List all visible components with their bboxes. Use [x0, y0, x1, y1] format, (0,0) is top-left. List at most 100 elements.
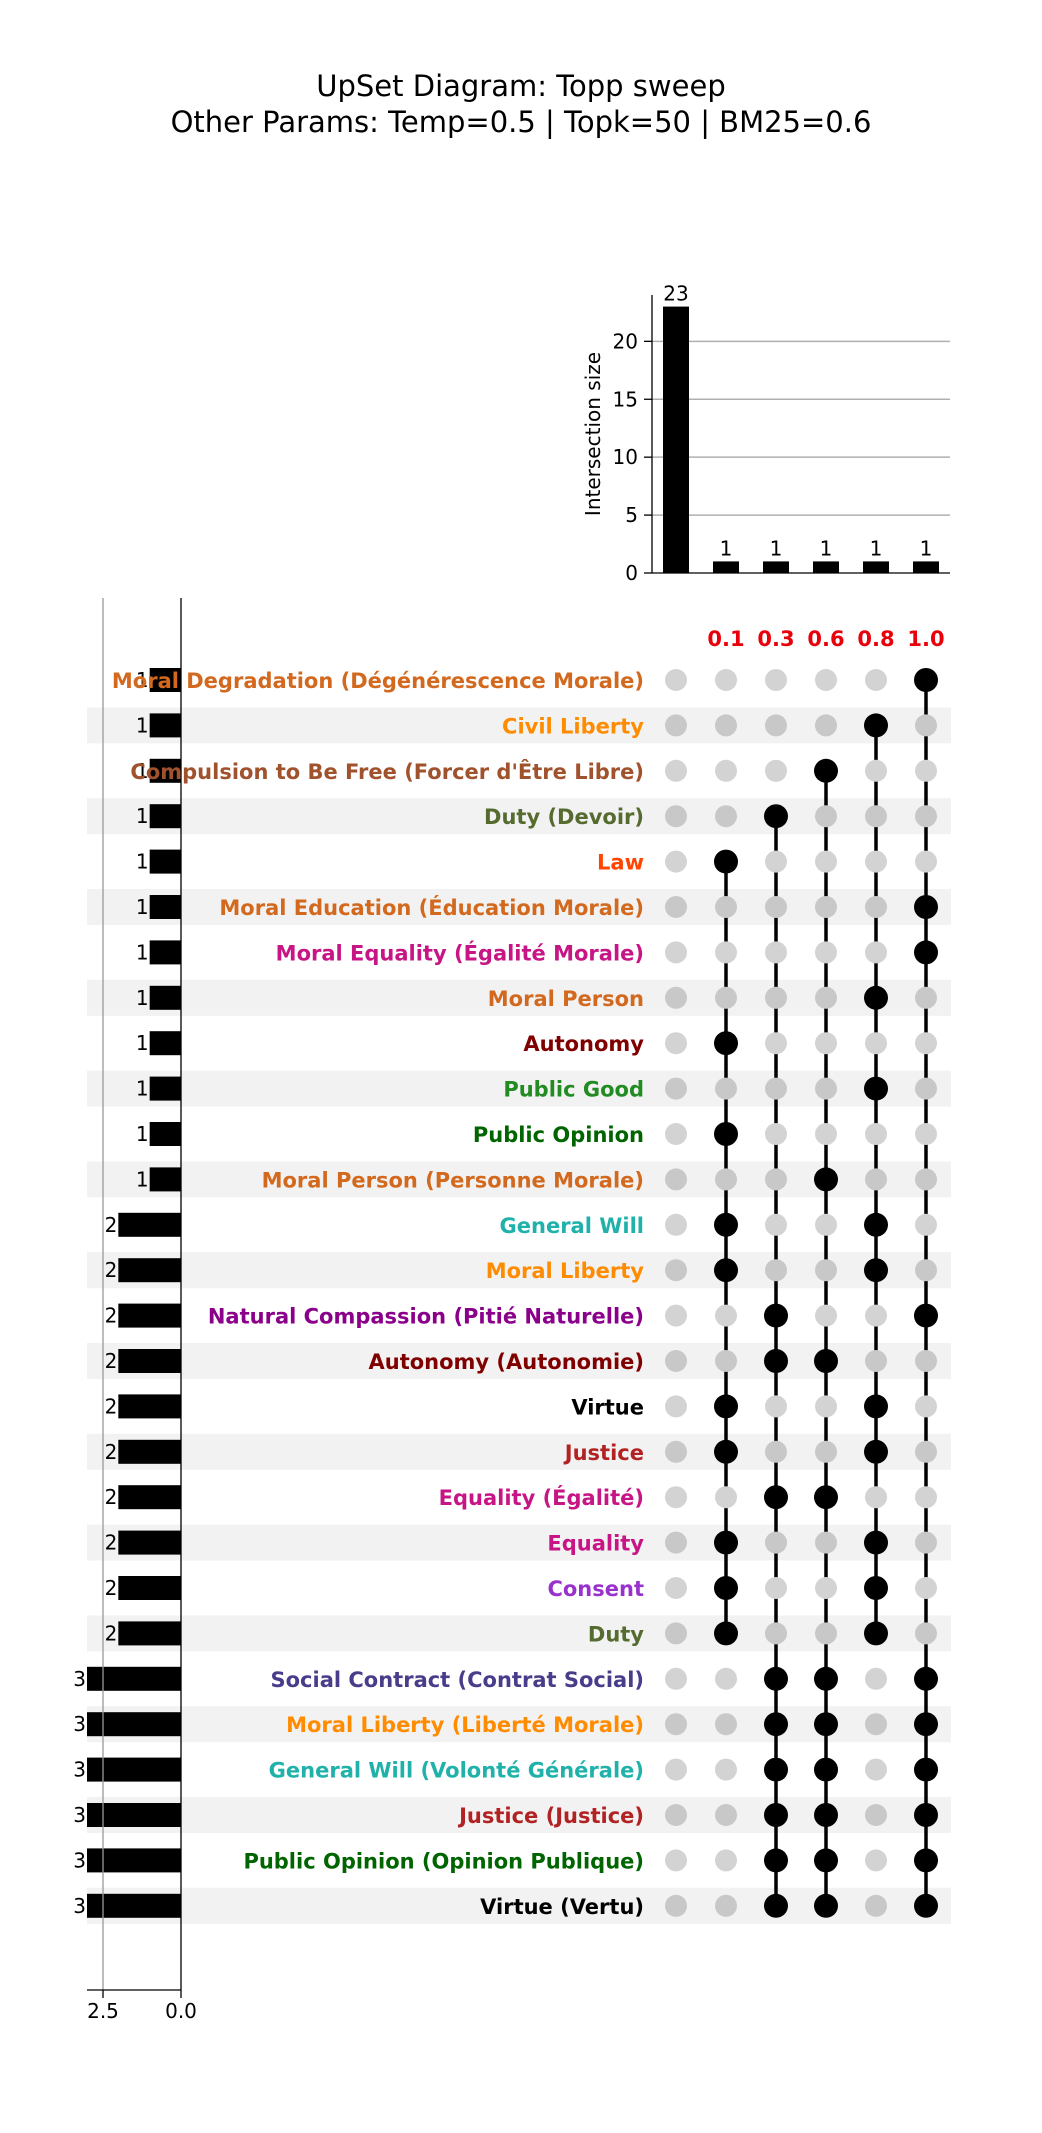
element-label: Moral Person (Personne Morale)	[262, 1168, 644, 1192]
matrix-dot-filled	[714, 1212, 738, 1237]
row-bands	[87, 707, 951, 1924]
matrix-dot-empty	[865, 941, 887, 964]
row-band	[87, 1797, 951, 1833]
matrix-dot-empty	[915, 1440, 937, 1463]
set-size-label: 1	[136, 668, 149, 692]
matrix-dot-empty	[665, 1032, 687, 1055]
matrix-dot-empty	[865, 1350, 887, 1372]
element-label: Autonomy (Autonomie)	[369, 1350, 645, 1374]
row-band	[87, 707, 951, 744]
element-label: Equality	[547, 1532, 644, 1556]
element-label: Moral Degradation (Dégénérescence Morale…	[112, 669, 644, 693]
bar-value-label: 1	[870, 536, 883, 560]
set-size-bar	[118, 1212, 181, 1237]
set-size-bar	[149, 895, 181, 919]
matrix-dot-empty	[765, 1531, 787, 1554]
element-label: Moral Liberty	[486, 1259, 645, 1283]
matrix-dot-empty	[665, 1077, 687, 1100]
y-tick-label: 5	[625, 503, 638, 527]
matrix-dot-empty	[815, 1622, 837, 1645]
matrix-dot-filled	[814, 1712, 838, 1737]
matrix-dot-filled	[764, 1712, 788, 1737]
set-size-bar	[118, 1349, 181, 1373]
bar-value-label: 23	[663, 282, 688, 306]
matrix-dot-empty	[715, 805, 737, 828]
matrix-dot-filled	[714, 1439, 738, 1464]
membership-matrix: 0.1 0.3 0.6 0.8 1.0	[665, 627, 945, 1918]
element-label: Equality (Égalité)	[439, 1485, 644, 1510]
matrix-dot-filled	[914, 1757, 938, 1782]
set-size-label: 2	[105, 1440, 118, 1464]
matrix-dot-empty	[915, 1486, 937, 1509]
element-label: Compulsion to Be Free (Forcer d'Être Lib…	[130, 759, 644, 784]
matrix-dot-empty	[865, 1032, 887, 1055]
element-label: General Will	[500, 1214, 644, 1238]
matrix-dot-filled	[914, 1666, 938, 1691]
bar-value-label: 1	[920, 536, 933, 560]
matrix-dot-filled	[914, 668, 938, 692]
set-size-bar	[118, 1485, 181, 1510]
element-label: General Will (Volonté Générale)	[269, 1759, 644, 1783]
matrix-dot-empty	[765, 714, 787, 737]
element-label: Autonomy	[523, 1032, 644, 1056]
matrix-dot-empty	[765, 1622, 787, 1645]
matrix-dot-empty	[665, 1304, 687, 1327]
matrix-dot-empty	[765, 941, 787, 964]
matrix-dot-empty	[865, 805, 887, 828]
matrix-dot-empty	[715, 1350, 737, 1372]
set-size-label: 2	[105, 1213, 118, 1237]
set-size-label: 2	[105, 1621, 118, 1645]
element-label: Justice (Justice)	[457, 1804, 644, 1828]
matrix-dot-filled	[714, 1621, 738, 1646]
matrix-dot-empty	[915, 1077, 937, 1100]
set-size-bar	[149, 1076, 181, 1101]
matrix-dot-filled	[764, 804, 788, 829]
matrix-dot-empty	[765, 986, 787, 1009]
matrix-dot-empty	[815, 1395, 837, 1418]
set-size-bar	[118, 1530, 181, 1555]
y-tick-label: 20	[613, 329, 638, 353]
set-size-label: 2	[105, 1304, 118, 1328]
matrix-dot-empty	[715, 1713, 737, 1736]
matrix-dot-empty	[815, 1531, 837, 1554]
matrix-dot-empty	[715, 1304, 737, 1327]
matrix-dot-empty	[915, 1259, 937, 1282]
set-size-bar	[118, 1258, 181, 1283]
matrix-dot-empty	[665, 1123, 687, 1145]
matrix-dot-filled	[914, 1848, 938, 1873]
matrix-dot-filled	[764, 1893, 788, 1918]
matrix-dot-empty	[665, 1531, 687, 1554]
set-size-bar	[149, 758, 181, 783]
matrix-dot-empty	[715, 759, 737, 782]
set-size-label: 2	[105, 1349, 118, 1373]
matrix-dot-empty	[665, 714, 687, 737]
matrix-dot-empty	[765, 1123, 787, 1145]
matrix-dot-empty	[865, 1304, 887, 1327]
matrix-dot-empty	[865, 1168, 887, 1191]
matrix-dot-filled	[714, 1031, 738, 1056]
matrix-dot-empty	[765, 1213, 787, 1236]
set-size-bar	[87, 1757, 181, 1782]
set-size-label: 3	[73, 1667, 86, 1691]
matrix-dot-empty	[815, 986, 837, 1009]
row-band	[87, 1252, 951, 1289]
y-tick-label: 15	[613, 387, 638, 411]
matrix-dot-filled	[814, 1349, 838, 1373]
matrix-dot-empty	[915, 1531, 937, 1554]
matrix-dot-empty	[815, 1032, 837, 1055]
set-size-label: 3	[73, 1803, 86, 1827]
matrix-dot-empty	[815, 896, 837, 918]
matrix-dot-empty	[765, 1577, 787, 1599]
matrix-dot-empty	[765, 1259, 787, 1282]
set-size-label: 2	[105, 1258, 118, 1282]
matrix-dot-filled	[814, 1848, 838, 1873]
element-label: Social Contract (Contrat Social)	[271, 1668, 645, 1692]
matrix-dot-empty	[815, 1304, 837, 1327]
bar-value-label: 1	[770, 536, 783, 560]
element-label: Moral Liberty (Liberté Morale)	[286, 1713, 644, 1737]
matrix-dot-empty	[915, 759, 937, 782]
matrix-dot-empty	[715, 1667, 737, 1690]
matrix-dot-empty	[865, 1486, 887, 1509]
matrix-dot-filled	[814, 1167, 838, 1192]
intersection-bar	[863, 561, 889, 573]
